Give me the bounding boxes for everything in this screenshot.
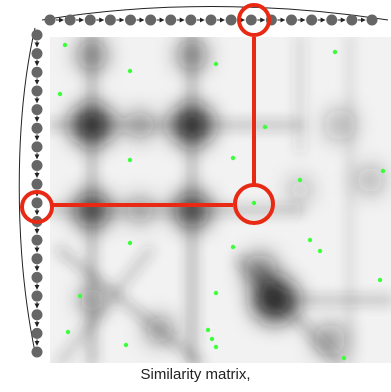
top-sequence-node — [64, 14, 76, 26]
similarity-band — [56, 246, 204, 363]
top-sequence — [41, 6, 389, 26]
matrix-marker — [62, 42, 68, 48]
top-sequence-node — [245, 14, 257, 26]
top-sequence-node — [306, 14, 318, 26]
top-sequence-node — [104, 14, 116, 26]
left-sequence-node — [31, 160, 43, 172]
highlight-left-node-ring — [20, 190, 54, 224]
matrix-marker — [65, 329, 71, 335]
top-sequence-node — [346, 14, 358, 26]
matrix-marker — [213, 290, 219, 296]
top-sequence-node — [185, 14, 197, 26]
top-sequence-node — [326, 14, 338, 26]
left-sequence-node — [31, 234, 43, 246]
left-sequence-node — [31, 197, 43, 209]
left-sequence-node — [31, 104, 43, 116]
left-sequence-node — [31, 309, 43, 321]
similarity-blob — [356, 166, 384, 194]
left-sequence-node — [31, 122, 43, 134]
left-sequence-node — [31, 66, 43, 78]
top-sequence-node — [125, 14, 136, 26]
left-sequence-node — [31, 253, 43, 265]
matrix-marker — [251, 200, 257, 206]
matrix-marker — [341, 355, 347, 361]
similarity-blob — [288, 178, 312, 202]
highlight-matrix-cell-ring — [233, 183, 275, 225]
highlight-annotation — [20, 3, 275, 225]
left-sequence-arc — [18, 27, 36, 353]
matrix-marker — [213, 344, 219, 350]
left-sequence-node — [31, 290, 43, 302]
similarity-band — [236, 256, 344, 363]
left-sequence-node — [31, 271, 43, 283]
top-sequence-node — [44, 14, 56, 26]
matrix-marker — [297, 177, 303, 183]
left-sequence-node — [31, 85, 43, 97]
matrix-marker — [230, 155, 236, 161]
top-sequence-node — [165, 14, 177, 26]
top-sequence-node — [366, 14, 378, 26]
similarity-matrix — [50, 37, 391, 363]
matrix-marker — [127, 68, 133, 74]
left-sequence-node — [31, 327, 43, 339]
matrix-marker — [377, 277, 383, 283]
matrix-markers — [57, 42, 386, 361]
matrix-marker — [127, 240, 133, 246]
matrix-marker — [332, 49, 338, 55]
left-sequence-node — [31, 141, 43, 153]
top-sequence-node — [84, 14, 96, 26]
matrix-marker — [317, 248, 323, 254]
figure-caption: Similarity matrix, — [140, 366, 251, 383]
matrix-marker — [123, 342, 129, 348]
matrix-marker — [213, 61, 219, 67]
similarity-band — [56, 246, 154, 363]
left-sequence-node — [31, 48, 43, 60]
top-sequence-node — [225, 14, 237, 26]
top-sequence-arc — [41, 6, 389, 21]
matrix-marker — [205, 327, 211, 333]
matrix-marker — [127, 157, 133, 163]
matrix-marker — [380, 168, 386, 174]
matrix-marker — [307, 237, 313, 243]
matrix-marker — [209, 336, 215, 342]
top-sequence-node — [145, 14, 157, 26]
left-sequence-node — [31, 346, 43, 358]
left-sequence-node — [31, 178, 43, 190]
matrix-marker — [262, 124, 268, 130]
highlight-top-node-ring — [237, 3, 271, 37]
left-sequence-node — [31, 29, 43, 41]
top-sequence-node — [205, 14, 217, 26]
matrix-marker — [57, 91, 63, 97]
matrix-marker — [230, 244, 236, 250]
matrix-marker — [77, 293, 83, 299]
top-sequence-node — [286, 14, 297, 26]
